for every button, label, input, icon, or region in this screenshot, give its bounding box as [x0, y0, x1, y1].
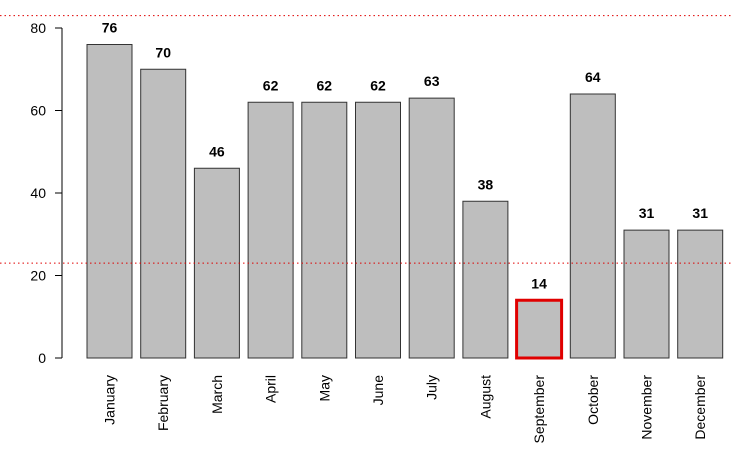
x-tick-label: July [424, 375, 440, 400]
bar [247, 101, 294, 359]
bar [677, 229, 724, 359]
y-tick-label: 60 [30, 103, 46, 119]
x-tick-label: May [316, 375, 332, 401]
x-tick-label: October [585, 375, 601, 425]
x-tick-label: August [477, 375, 493, 419]
value-label: 63 [424, 73, 440, 89]
y-tick-label: 40 [30, 185, 46, 201]
bar [355, 101, 401, 359]
value-label: 62 [317, 77, 333, 93]
bar [623, 229, 670, 359]
y-tick-label: 20 [30, 268, 46, 284]
bar [193, 167, 240, 359]
x-tick-label: January [102, 375, 118, 425]
x-tick-label: September [531, 375, 547, 444]
x-tick-label: April [263, 375, 279, 403]
bar [515, 298, 564, 360]
x-tick-label: December [692, 375, 708, 440]
bar [301, 101, 348, 359]
bar [86, 44, 133, 359]
value-label: 70 [155, 44, 171, 60]
value-label: 31 [639, 205, 655, 221]
bar [462, 200, 509, 359]
y-tick-label: 0 [38, 350, 46, 366]
x-tick-label: March [209, 375, 225, 414]
x-tick-label: February [155, 375, 171, 431]
value-label: 62 [370, 77, 386, 93]
bar [569, 93, 616, 359]
bar [408, 97, 455, 359]
value-label: 64 [585, 69, 601, 85]
value-label: 62 [263, 77, 279, 93]
value-label: 14 [531, 275, 547, 291]
value-label: 38 [478, 176, 494, 192]
x-tick-label: June [370, 375, 386, 406]
value-label: 46 [209, 143, 225, 159]
value-label: 31 [692, 205, 708, 221]
value-label: 76 [102, 20, 118, 36]
x-tick-label: November [639, 375, 655, 440]
y-tick-label: 80 [30, 20, 46, 36]
bar [140, 68, 187, 359]
